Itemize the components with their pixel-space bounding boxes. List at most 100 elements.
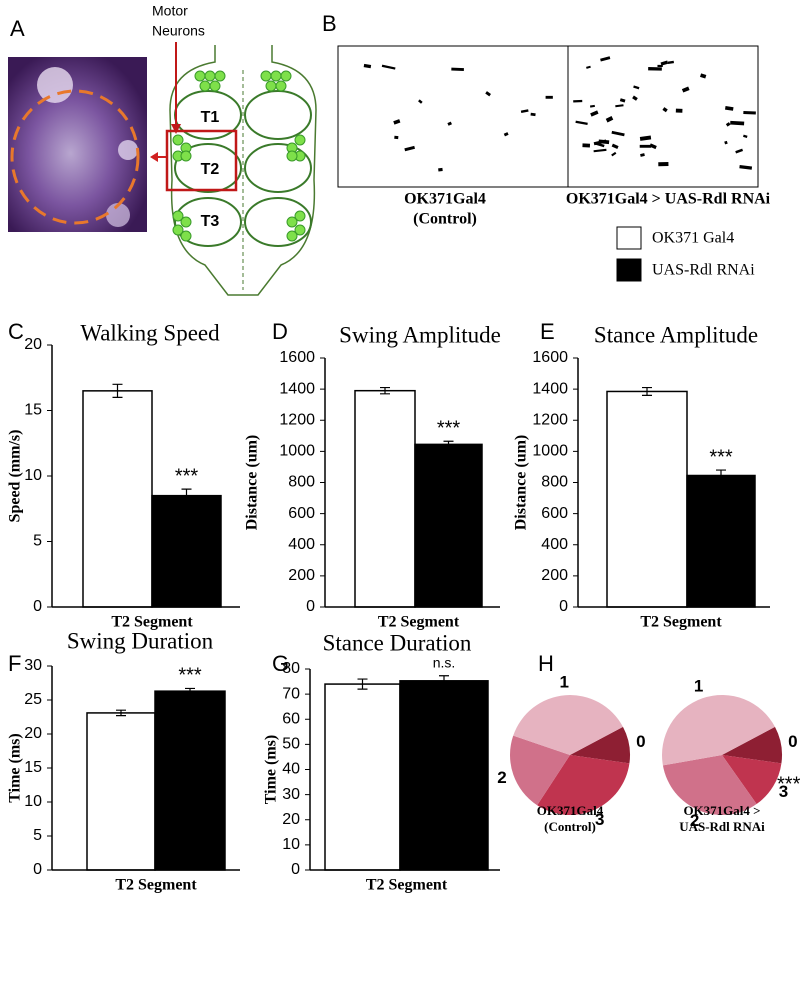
- significance: ***: [709, 446, 733, 468]
- error-bar: [443, 440, 454, 449]
- panel-label: C: [8, 319, 24, 344]
- footprint: [594, 142, 605, 148]
- y-tick-label: 1200: [279, 411, 315, 428]
- slice-label: 3: [595, 810, 604, 829]
- caption: OK371Gal4: [404, 191, 486, 208]
- panel-label: H: [538, 651, 554, 676]
- caption: OK371Gal4 > UAS-Rdl RNAi: [566, 191, 771, 208]
- error-bar: [112, 383, 123, 398]
- y-tick-label: 80: [282, 660, 300, 677]
- y-tick-label: 0: [33, 598, 42, 615]
- x-axis-label: T2 Segment: [111, 614, 193, 631]
- callout: Neurons: [152, 23, 205, 39]
- highlight-box: [165, 129, 238, 192]
- significance: ***: [178, 665, 202, 687]
- legend-entry: OK371 Gal4: [652, 230, 734, 247]
- cell-blob: [118, 140, 138, 160]
- bar: [82, 390, 153, 608]
- slice-label: 1: [694, 676, 703, 695]
- bar: [324, 683, 401, 871]
- footprint: [589, 104, 595, 108]
- y-tick-label: 50: [282, 736, 300, 753]
- segment-label: T1: [201, 109, 220, 126]
- slice-label: 2: [497, 768, 506, 787]
- footprint: [662, 107, 668, 113]
- y-tick-label: 200: [541, 567, 568, 584]
- y-axis-label: Time (ms): [263, 735, 280, 804]
- footprint: [404, 145, 415, 152]
- bar: [86, 712, 156, 871]
- bar: [151, 494, 222, 608]
- footprint: [632, 95, 638, 101]
- footprint: [633, 85, 640, 90]
- footprint: [743, 134, 748, 138]
- footprint: [611, 151, 617, 157]
- pie-slice: [537, 755, 630, 816]
- error-bar: [716, 469, 726, 482]
- footprint: [485, 91, 491, 97]
- y-tick-label: 1200: [532, 411, 568, 428]
- panel-label: B: [322, 11, 337, 36]
- slice-label: 0: [636, 732, 645, 751]
- footprint: [586, 65, 591, 69]
- footprint: [639, 135, 652, 141]
- y-axis-label: Time (ms): [7, 733, 24, 802]
- bar: [686, 474, 756, 608]
- footprint: [605, 116, 614, 123]
- footprint: [520, 109, 529, 114]
- footprint: [739, 164, 753, 170]
- y-tick-label: 5: [33, 827, 42, 844]
- callout: Motor: [152, 3, 188, 19]
- footprint: [611, 130, 625, 137]
- arrowhead: [150, 152, 158, 162]
- y-axis-label: Distance (um): [513, 435, 530, 531]
- y-tick-label: 1600: [532, 349, 568, 366]
- x-axis-label: T2 Segment: [115, 877, 197, 894]
- y-tick-label: 30: [24, 657, 42, 674]
- footprint: [667, 60, 674, 64]
- error-bar: [181, 488, 192, 503]
- y-axis-label: Distance (um): [244, 435, 261, 531]
- pie-slice: [662, 695, 775, 766]
- y-tick-label: 1400: [532, 380, 568, 397]
- y-tick-label: 25: [24, 691, 42, 708]
- panel-label: F: [8, 651, 21, 676]
- y-tick-label: 5: [33, 533, 42, 550]
- footprint: [725, 122, 731, 127]
- footprint: [743, 111, 756, 115]
- footprint: [503, 132, 509, 137]
- caption: OK371Gal4: [537, 803, 604, 818]
- cell-blob: [37, 67, 73, 103]
- y-tick-label: 20: [24, 725, 42, 742]
- y-tick-label: 1600: [279, 349, 315, 366]
- footprint: [724, 140, 728, 145]
- footprint: [724, 106, 734, 111]
- y-tick-label: 0: [559, 598, 568, 615]
- footprint: [660, 60, 669, 66]
- footprint: [700, 73, 707, 79]
- error-bar: [439, 675, 449, 687]
- significance: ***: [777, 773, 800, 795]
- error-bar: [185, 687, 195, 695]
- y-tick-label: 1000: [279, 443, 315, 460]
- pie-slice: [513, 695, 623, 755]
- footprint-frame: [337, 45, 759, 188]
- bar: [414, 443, 483, 608]
- significance: n.s.: [433, 654, 456, 670]
- chart-title: Walking Speed: [80, 320, 220, 345]
- chart-title: Stance Amplitude: [594, 322, 758, 347]
- thorax-outline: [169, 45, 317, 296]
- chart-title: Stance Duration: [323, 630, 472, 655]
- y-tick-label: 70: [282, 685, 300, 702]
- pie-slice: [510, 735, 570, 806]
- y-tick-label: 20: [24, 336, 42, 353]
- footprint: [611, 143, 619, 150]
- caption: (Control): [413, 211, 477, 228]
- y-tick-label: 200: [288, 567, 315, 584]
- slice-label: 0: [788, 732, 797, 751]
- caption: (Control): [544, 819, 596, 834]
- panel-label: E: [540, 319, 555, 344]
- legend-entry: UAS-Rdl RNAi: [652, 262, 755, 279]
- bar: [354, 389, 416, 608]
